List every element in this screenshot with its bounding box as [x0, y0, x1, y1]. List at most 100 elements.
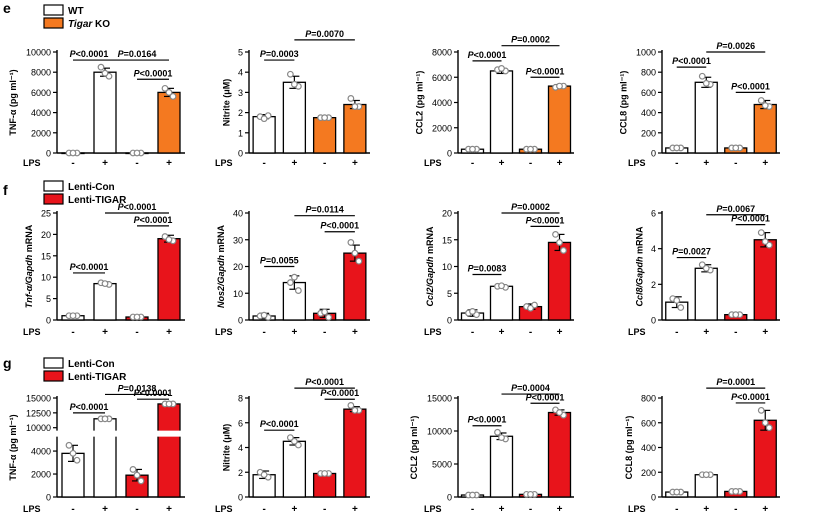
data-point — [137, 477, 145, 485]
bar — [547, 85, 572, 154]
data-point — [757, 229, 765, 237]
data-point — [290, 273, 298, 281]
data-point — [761, 419, 769, 427]
p-value-label: P<0.0001 — [134, 388, 173, 398]
y-axis-label: Nos2/Gapdh mRNA — [216, 224, 226, 308]
data-point — [698, 72, 706, 80]
lps-sign: + — [102, 158, 108, 169]
lps-sign: + — [102, 327, 108, 338]
legend-f: Lenti-Con Lenti-TIGAR — [43, 180, 127, 206]
data-point — [527, 145, 534, 153]
data-point — [761, 238, 769, 245]
p-value-label: P=0.0070 — [305, 29, 344, 39]
p-value-label: P<0.0001 — [526, 215, 565, 225]
lps-sign: + — [352, 327, 358, 338]
data-point — [260, 471, 268, 479]
lps-sign: + — [499, 327, 505, 338]
y-axis-label: CCL8 (pg ml⁻¹) — [618, 71, 628, 135]
bar — [343, 103, 367, 154]
y-tick-label: 2000 — [31, 470, 51, 480]
data-point — [321, 308, 329, 316]
y-tick-label: 0 — [46, 149, 51, 159]
y-tick-label: 15 — [442, 235, 452, 245]
lps-sign: - — [71, 158, 74, 169]
data-point — [355, 257, 363, 265]
lps-sign: - — [471, 327, 474, 338]
data-point — [732, 311, 740, 319]
lps-sign: + — [557, 504, 563, 515]
legend-label-tigar-ko: Tigar KO — [68, 19, 110, 30]
p-value-label: P=0.0164 — [118, 49, 157, 59]
p-value-label: P=0.0067 — [716, 204, 755, 214]
y-tick-label: 0 — [238, 316, 243, 326]
bar — [694, 81, 718, 154]
y-tick-label: 12500 — [26, 408, 51, 418]
bar — [312, 117, 337, 154]
p-value-label: P<0.0001 — [320, 388, 359, 398]
lps-sign: - — [734, 327, 737, 338]
data-point — [165, 236, 173, 243]
y-tick-label: 0 — [46, 316, 51, 326]
y-tick-label: 800 — [641, 394, 656, 404]
lps-sign: - — [71, 504, 74, 515]
data-point — [347, 239, 355, 246]
bar — [694, 267, 718, 321]
lps-sign: - — [734, 158, 737, 169]
lps-label: LPS — [628, 327, 646, 337]
lps-sign: - — [323, 158, 326, 169]
lps-label: LPS — [215, 158, 233, 168]
data-point — [556, 82, 563, 90]
p-value-label: P=0.0004 — [511, 383, 550, 393]
y-tick-label: 0 — [238, 493, 243, 503]
data-point — [469, 145, 476, 153]
y-tick-label: 25 — [41, 209, 51, 219]
y-tick-label: 4 — [238, 68, 243, 78]
legend-label-lenti-tigar-g: Lenti-TIGAR — [68, 372, 127, 383]
data-point — [286, 279, 294, 286]
data-point — [556, 239, 563, 246]
data-point — [69, 449, 77, 457]
lps-sign: - — [471, 504, 474, 515]
lps-label: LPS — [628, 158, 646, 168]
y-axis-label: Ccl2/Gapdh mRNA — [425, 226, 435, 307]
legend-label-lenti-tigar: Lenti-TIGAR — [68, 195, 127, 206]
bar — [343, 408, 367, 498]
bar — [753, 239, 777, 321]
data-point — [498, 282, 505, 290]
y-tick-label: 20 — [41, 230, 51, 240]
bar — [93, 418, 117, 498]
data-point — [347, 95, 355, 102]
lps-sign: + — [166, 504, 172, 515]
p-value-label: P<0.0001 — [134, 215, 173, 225]
data-point — [347, 402, 355, 409]
data-point — [702, 264, 710, 272]
lps-sign: + — [703, 504, 709, 515]
y-tick-label: 15 — [41, 251, 51, 261]
y-tick-label: 5 — [46, 294, 51, 304]
y-tick-label: 10000 — [26, 423, 51, 433]
y-tick-label: 200 — [641, 468, 656, 478]
panel-letter-f: f — [3, 182, 8, 198]
legend-swatch-lenti-con-g — [43, 357, 64, 369]
lps-sign: + — [291, 504, 297, 515]
lps-sign: - — [323, 327, 326, 338]
p-value-label: P<0.0001 — [468, 415, 507, 425]
bar — [343, 252, 367, 321]
y-axis-label: Nitrite (μM) — [222, 424, 232, 472]
chart-12: 0 200 400 600 800 CCL8 (pg ml⁻¹) P<0.0001 P=0.0… — [624, 377, 780, 515]
data-point — [286, 434, 294, 442]
lps-sign: - — [262, 504, 265, 515]
data-point — [69, 149, 77, 157]
p-value-label: P=0.0002 — [511, 202, 550, 212]
y-tick-label: 2 — [238, 468, 243, 478]
lps-sign: + — [762, 504, 768, 515]
lps-sign: + — [166, 158, 172, 169]
y-tick-label: 0 — [447, 493, 452, 503]
lps-sign: - — [529, 327, 532, 338]
p-value-label: P<0.0001 — [526, 66, 565, 76]
data-point — [260, 311, 268, 319]
y-tick-label: 10000 — [26, 48, 51, 58]
